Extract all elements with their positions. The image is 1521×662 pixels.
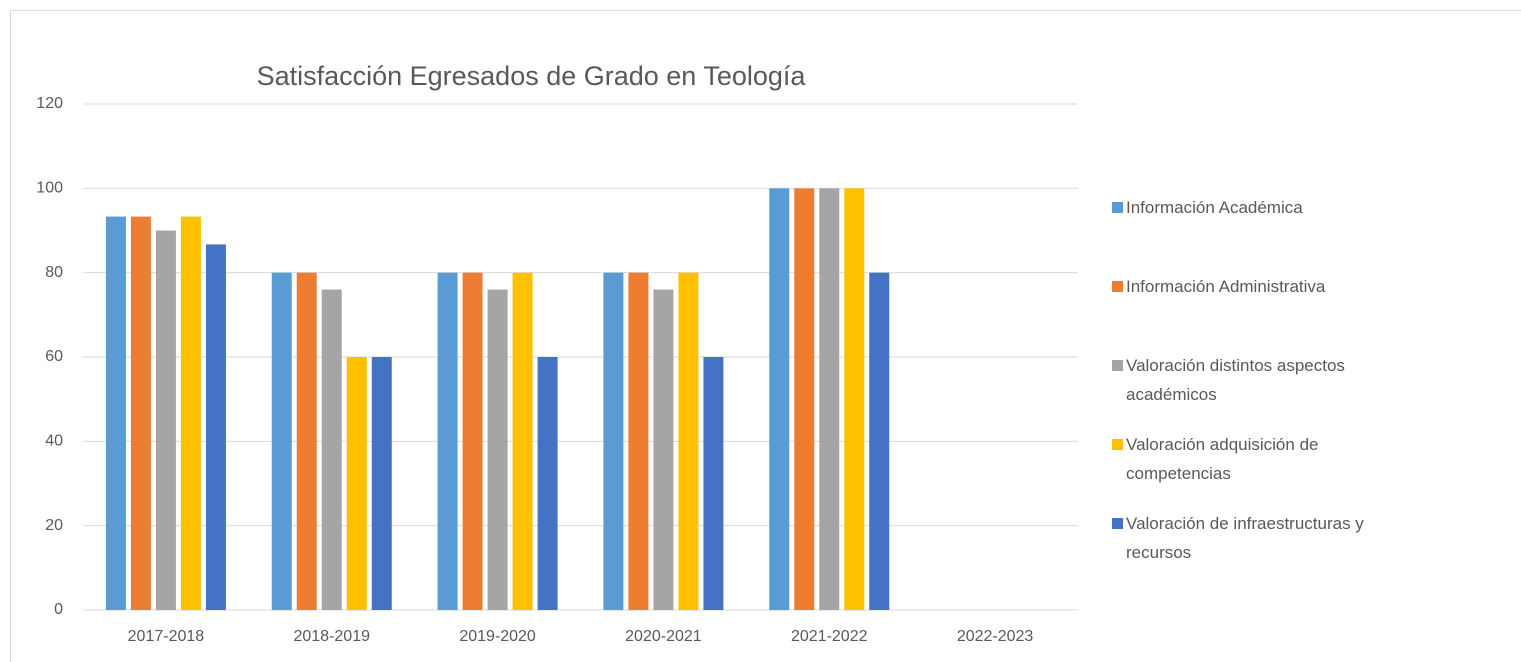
bar	[794, 188, 815, 611]
bar	[105, 216, 126, 610]
y-tick-label: 60	[45, 348, 63, 365]
bar	[271, 272, 292, 610]
bar	[487, 289, 508, 610]
legend-swatch	[1112, 360, 1123, 371]
y-tick-label: 80	[45, 264, 63, 281]
legend-swatch	[1112, 439, 1123, 450]
legend-item: Valoración adquisición de competencias	[1112, 430, 1412, 488]
x-tick-label: 2019-2020	[459, 628, 536, 645]
x-tick-label: 2021-2022	[791, 628, 868, 645]
x-tick-label: 2017-2018	[128, 628, 205, 645]
bar	[371, 357, 392, 610]
bar	[155, 230, 176, 610]
legend-label: Valoración distintos aspectos académicos	[1126, 356, 1345, 404]
bar	[603, 272, 624, 610]
bar	[296, 272, 317, 610]
bar	[346, 357, 367, 610]
legend-item: Valoración distintos aspectos académicos	[1112, 351, 1412, 409]
bar	[678, 272, 699, 610]
bar	[130, 216, 151, 610]
bar	[819, 188, 840, 611]
legend-label: Información Administrativa	[1126, 277, 1326, 296]
bar	[869, 272, 890, 610]
bar	[653, 289, 674, 610]
legend-label: Información Académica	[1126, 198, 1303, 217]
y-tick-label: 120	[36, 95, 63, 112]
x-tick-label: 2020-2021	[625, 628, 702, 645]
y-tick-label: 0	[54, 601, 63, 618]
bar	[462, 272, 483, 610]
bar	[205, 244, 226, 611]
bar	[321, 289, 342, 610]
bar	[512, 272, 533, 610]
legend-swatch	[1112, 518, 1123, 529]
legend-swatch	[1112, 281, 1123, 292]
chart-border	[10, 10, 1521, 662]
legend-item: Valoración de infraestructuras y recurso…	[1112, 509, 1412, 567]
legend-item: Información Académica	[1112, 193, 1412, 222]
legend-label: Valoración de infraestructuras y recurso…	[1126, 514, 1364, 562]
bar	[180, 216, 201, 610]
bar	[628, 272, 649, 610]
legend-item: Información Administrativa	[1112, 272, 1412, 301]
chart-title: Satisfacción Egresados de Grado en Teolo…	[257, 61, 807, 91]
legend-label: Valoración adquisición de competencias	[1126, 435, 1319, 483]
bar	[437, 272, 458, 610]
bar	[769, 188, 790, 611]
x-tick-label: 2018-2019	[293, 628, 370, 645]
y-tick-label: 100	[36, 180, 63, 197]
bar	[537, 357, 558, 610]
y-tick-label: 40	[45, 433, 63, 450]
bar	[844, 188, 865, 611]
x-tick-label: 2022-2023	[957, 628, 1034, 645]
y-tick-label: 20	[45, 517, 63, 534]
bar	[703, 357, 724, 610]
legend-swatch	[1112, 202, 1123, 213]
